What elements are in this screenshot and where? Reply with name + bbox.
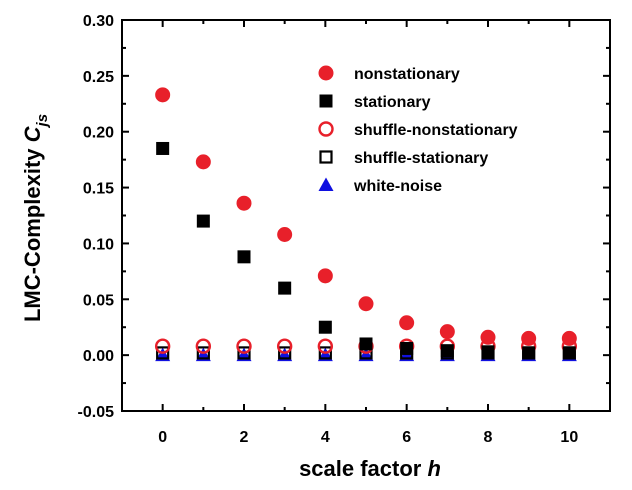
x-axis-title-main: scale factor: [299, 456, 427, 481]
x-tick-label: 2: [240, 429, 249, 446]
y-tick-label: -0.05: [78, 404, 115, 421]
data-point-stationary: [400, 341, 414, 355]
y-axis-title: LMC-Complexity Cjs: [20, 114, 51, 322]
legend: nonstationary stationary shuffle-nonstatio…: [318, 65, 518, 195]
axes: -0.05 0.00 0.05 0.10 0.15 0.20 0.25 0.30 0 2 4 6 8 10: [78, 13, 611, 446]
y-tick-label: 0.30: [83, 13, 114, 30]
x-axis-title: scale factor h: [299, 456, 441, 481]
data-point-stationary: [522, 346, 536, 360]
data-marks: [154, 87, 578, 362]
data-point-stationary: [481, 345, 495, 359]
data-point-nonstationary: [399, 315, 415, 331]
legend-marker-shuffle-nonstationary: [318, 121, 334, 137]
legend-marker-white-noise: [318, 177, 334, 191]
legend-marker-shuffle-stationary: [319, 150, 333, 164]
data-point-shuffle-stationary: [196, 346, 210, 360]
data-point-stationary: [156, 141, 170, 155]
data-point-shuffle-nonstationary: [276, 338, 293, 354]
y-tick-label: 0.15: [83, 181, 114, 198]
data-point-stationary: [196, 214, 210, 228]
legend-marker-stationary: [319, 94, 333, 108]
data-point-nonstationary: [317, 268, 333, 284]
data-point-shuffle-stationary: [156, 346, 170, 360]
legend-label-shuffle-nonstationary: shuffle-nonstationary: [354, 122, 518, 139]
data-point-shuffle-stationary: [318, 346, 332, 360]
data-point-stationary: [318, 320, 332, 334]
x-tick-label: 10: [560, 429, 578, 446]
x-axis-title-symbol: h: [427, 456, 440, 481]
data-point-shuffle-nonstationary: [154, 338, 171, 354]
y-tick-label: 0.20: [83, 125, 114, 142]
data-point-nonstationary: [277, 226, 293, 242]
y-tick-label: 0.10: [83, 236, 114, 253]
data-point-nonstationary: [480, 329, 496, 345]
x-tick-label: 4: [321, 429, 330, 446]
data-point-shuffle-nonstationary: [236, 338, 252, 354]
legend-label-stationary: stationary: [354, 94, 431, 111]
data-point-stationary: [359, 337, 373, 351]
x-tick-label: 0: [158, 429, 167, 446]
y-axis-title-symbol: C: [20, 125, 45, 142]
data-point-nonstationary: [195, 154, 211, 170]
data-point-shuffle-nonstationary: [317, 338, 334, 354]
data-point-stationary: [237, 250, 251, 264]
legend-label-shuffle-stationary: shuffle-stationary: [354, 150, 488, 167]
data-point-stationary: [278, 281, 292, 295]
data-point-nonstationary: [439, 324, 455, 340]
y-axis-title-main: LMC-Complexity: [20, 142, 45, 322]
data-point-nonstationary: [561, 330, 577, 346]
legend-label-nonstationary: nonstationary: [354, 66, 460, 83]
data-point-nonstationary: [521, 330, 537, 346]
legend-marker-nonstationary: [318, 65, 334, 81]
x-tick-label: 6: [402, 429, 411, 446]
y-tick-label: 0.25: [83, 69, 114, 86]
data-point-shuffle-nonstationary: [195, 338, 212, 354]
data-point-shuffle-stationary: [278, 346, 292, 360]
data-point-nonstationary: [155, 87, 171, 103]
y-tick-label: 0.00: [83, 348, 114, 365]
data-point-shuffle-stationary: [237, 346, 251, 360]
y-tick-label: 0.05: [83, 292, 114, 309]
data-point-nonstationary: [236, 195, 252, 211]
legend-label-white-noise: white-noise: [353, 178, 442, 195]
y-axis-title-subscript: js: [34, 114, 51, 129]
x-tick-label: 8: [484, 429, 493, 446]
data-point-stationary: [562, 346, 576, 360]
data-point-stationary: [440, 344, 454, 358]
data-point-nonstationary: [358, 296, 374, 312]
